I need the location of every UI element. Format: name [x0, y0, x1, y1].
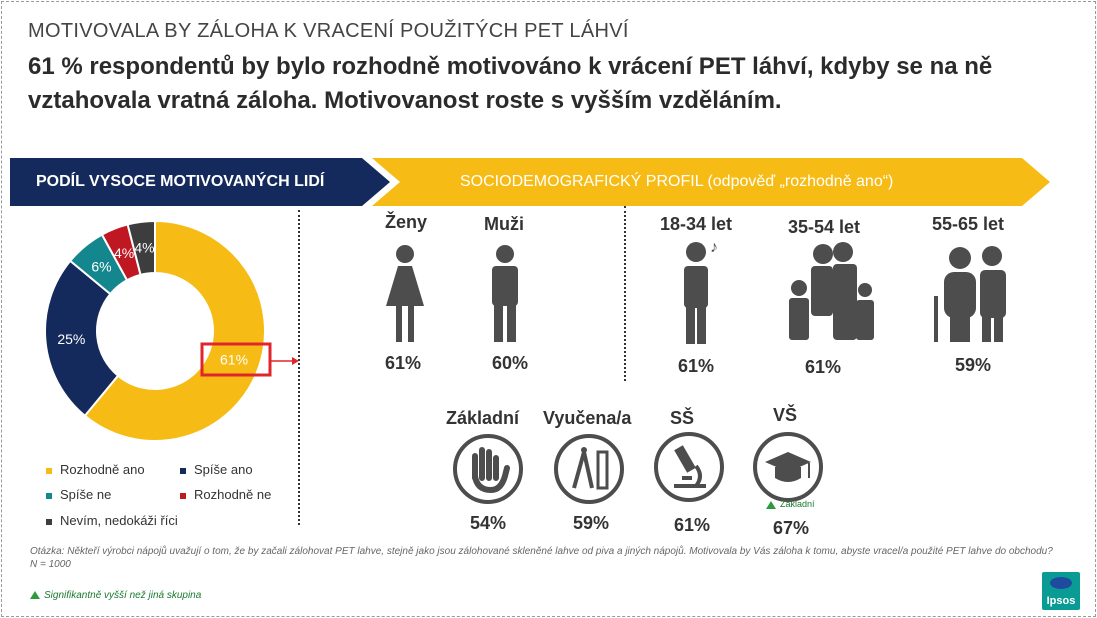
graduation-cap-icon — [753, 432, 823, 502]
man-icon — [492, 245, 518, 342]
legend-item: Nevím, nedokáži říci — [46, 513, 178, 528]
donut-chart: 61%25%6%4% 4% — [44, 219, 272, 442]
group-value-women: 61% — [385, 353, 422, 373]
group-value-age-55-65: 59% — [955, 355, 992, 375]
svg-text:♪: ♪ — [710, 239, 718, 256]
question-note: Otázka: Někteří výrobci nápojů uvažují o… — [30, 545, 1070, 571]
group-label-men: Muži — [484, 214, 524, 234]
logo-mark-icon — [1050, 577, 1072, 589]
education-label-university: VŠ — [773, 405, 798, 425]
compass-ruler-icon — [554, 434, 624, 504]
logo-text: Ipsos — [1046, 595, 1076, 607]
legend-item: Spíše ne — [46, 487, 111, 502]
microscope-icon — [654, 432, 724, 502]
hand-icon — [453, 434, 523, 504]
donut-slice-label: 6% — [91, 258, 111, 274]
group-label-age-18-34: 18-34 let — [660, 214, 733, 234]
woman-icon — [386, 245, 424, 342]
education-value-apprentice: 59% — [573, 513, 610, 533]
sample-size: N = 1000 — [30, 559, 71, 570]
page-kicker: MOTIVOVALA BY ZÁLOHA K VRACENÍ POUŽITÝCH… — [28, 20, 629, 42]
left-banner-label: PODÍL VYSOCE MOTIVOVANÝCH LIDÍ — [36, 173, 325, 190]
group-value-men: 60% — [492, 353, 529, 373]
legend-item: Rozhodně ne — [180, 487, 271, 502]
ipsos-logo: Ipsos — [1042, 572, 1080, 610]
significance-note: Základní — [766, 499, 815, 509]
donut-slice — [83, 219, 266, 442]
education-value-basic: 54% — [470, 513, 507, 533]
donut-slice — [44, 259, 120, 418]
significance-legend: Signifikantně vyšší než jiná skupina — [30, 590, 201, 601]
page-title: 61 % respondentů by bylo rozhodně motivo… — [28, 53, 993, 114]
education-label-basic: Základní — [446, 408, 520, 428]
group-value-age-18-34: 61% — [678, 356, 715, 376]
family-icon — [789, 242, 874, 340]
highlight-arrow — [270, 357, 299, 365]
donut-slice-label: 25% — [57, 331, 85, 347]
group-label-age-55-65: 55-65 let — [932, 214, 1005, 234]
significance-legend-text: Signifikantně vyšší než jiná skupina — [44, 590, 202, 601]
legend-label: Rozhodně ne — [194, 487, 272, 502]
right-banner-label: SOCIODEMOGRAFICKÝ PROFIL (odpověď „rozho… — [460, 173, 894, 190]
education-label-secondary: SŠ — [670, 408, 695, 428]
legend-label: Spíše ano — [194, 462, 253, 477]
divider-gender-age — [624, 206, 626, 381]
elderly-couple-icon — [934, 246, 1006, 342]
highlight-box — [200, 342, 272, 377]
divider-left — [298, 210, 300, 525]
donut-slice-label: 4% — [114, 245, 134, 261]
donut-slice-label: 61% — [220, 351, 248, 367]
legend-label: Nevím, nedokáži říci — [60, 513, 178, 528]
right-section-banner: SOCIODEMOGRAFICKÝ PROFIL (odpověď „rozho… — [372, 158, 1050, 206]
legend-item: Spíše ano — [180, 462, 253, 477]
donut-slice — [126, 219, 156, 277]
young-person-icon: ♪ — [684, 239, 718, 344]
donut-slice-label: 4% — [134, 240, 154, 256]
significance-triangle-icon — [30, 591, 40, 600]
legend-item: Rozhodně ano — [46, 462, 145, 477]
significance-note-label: Základní — [780, 499, 815, 509]
group-value-age-35-54: 61% — [805, 357, 842, 377]
group-label-women: Ženy — [385, 212, 428, 232]
question-text: Otázka: Někteří výrobci nápojů uvažují o… — [30, 546, 1053, 557]
legend-label: Spíše ne — [60, 487, 112, 502]
legend-label: Rozhodně ano — [60, 462, 145, 477]
left-section-banner: PODÍL VYSOCE MOTIVOVANÝCH LIDÍ — [10, 158, 390, 206]
group-label-age-35-54: 35-54 let — [788, 217, 861, 237]
significance-triangle-icon — [766, 500, 776, 509]
education-value-secondary: 61% — [674, 515, 711, 535]
education-value-university: 67% — [773, 518, 810, 538]
education-label-apprentice: Vyučena/a — [543, 408, 632, 428]
